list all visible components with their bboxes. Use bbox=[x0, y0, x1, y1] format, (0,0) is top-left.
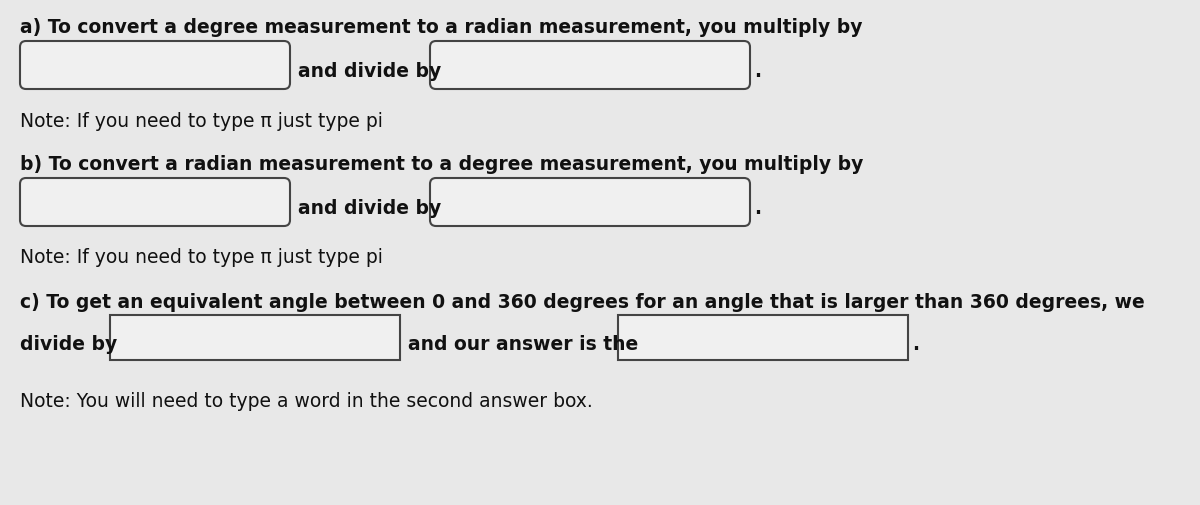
FancyBboxPatch shape bbox=[618, 316, 908, 360]
Text: and our answer is the: and our answer is the bbox=[408, 334, 638, 353]
Text: a) To convert a degree measurement to a radian measurement, you multiply by: a) To convert a degree measurement to a … bbox=[20, 18, 863, 37]
FancyBboxPatch shape bbox=[20, 179, 290, 227]
Text: and divide by: and divide by bbox=[298, 198, 442, 218]
Text: and divide by: and divide by bbox=[298, 62, 442, 81]
Text: .: . bbox=[754, 62, 761, 81]
Text: .: . bbox=[912, 334, 919, 353]
Text: b) To convert a radian measurement to a degree measurement, you multiply by: b) To convert a radian measurement to a … bbox=[20, 155, 863, 174]
Text: c) To get an equivalent angle between 0 and 360 degrees for an angle that is lar: c) To get an equivalent angle between 0 … bbox=[20, 292, 1145, 312]
FancyBboxPatch shape bbox=[110, 316, 400, 360]
Text: Note: If you need to type π just type pi: Note: If you need to type π just type pi bbox=[20, 247, 383, 267]
Text: Note: If you need to type π just type pi: Note: If you need to type π just type pi bbox=[20, 112, 383, 131]
Text: divide by: divide by bbox=[20, 334, 118, 353]
FancyBboxPatch shape bbox=[430, 42, 750, 90]
Text: Note: You will need to type a word in the second answer box.: Note: You will need to type a word in th… bbox=[20, 391, 593, 410]
FancyBboxPatch shape bbox=[430, 179, 750, 227]
Text: .: . bbox=[754, 198, 761, 218]
FancyBboxPatch shape bbox=[20, 42, 290, 90]
